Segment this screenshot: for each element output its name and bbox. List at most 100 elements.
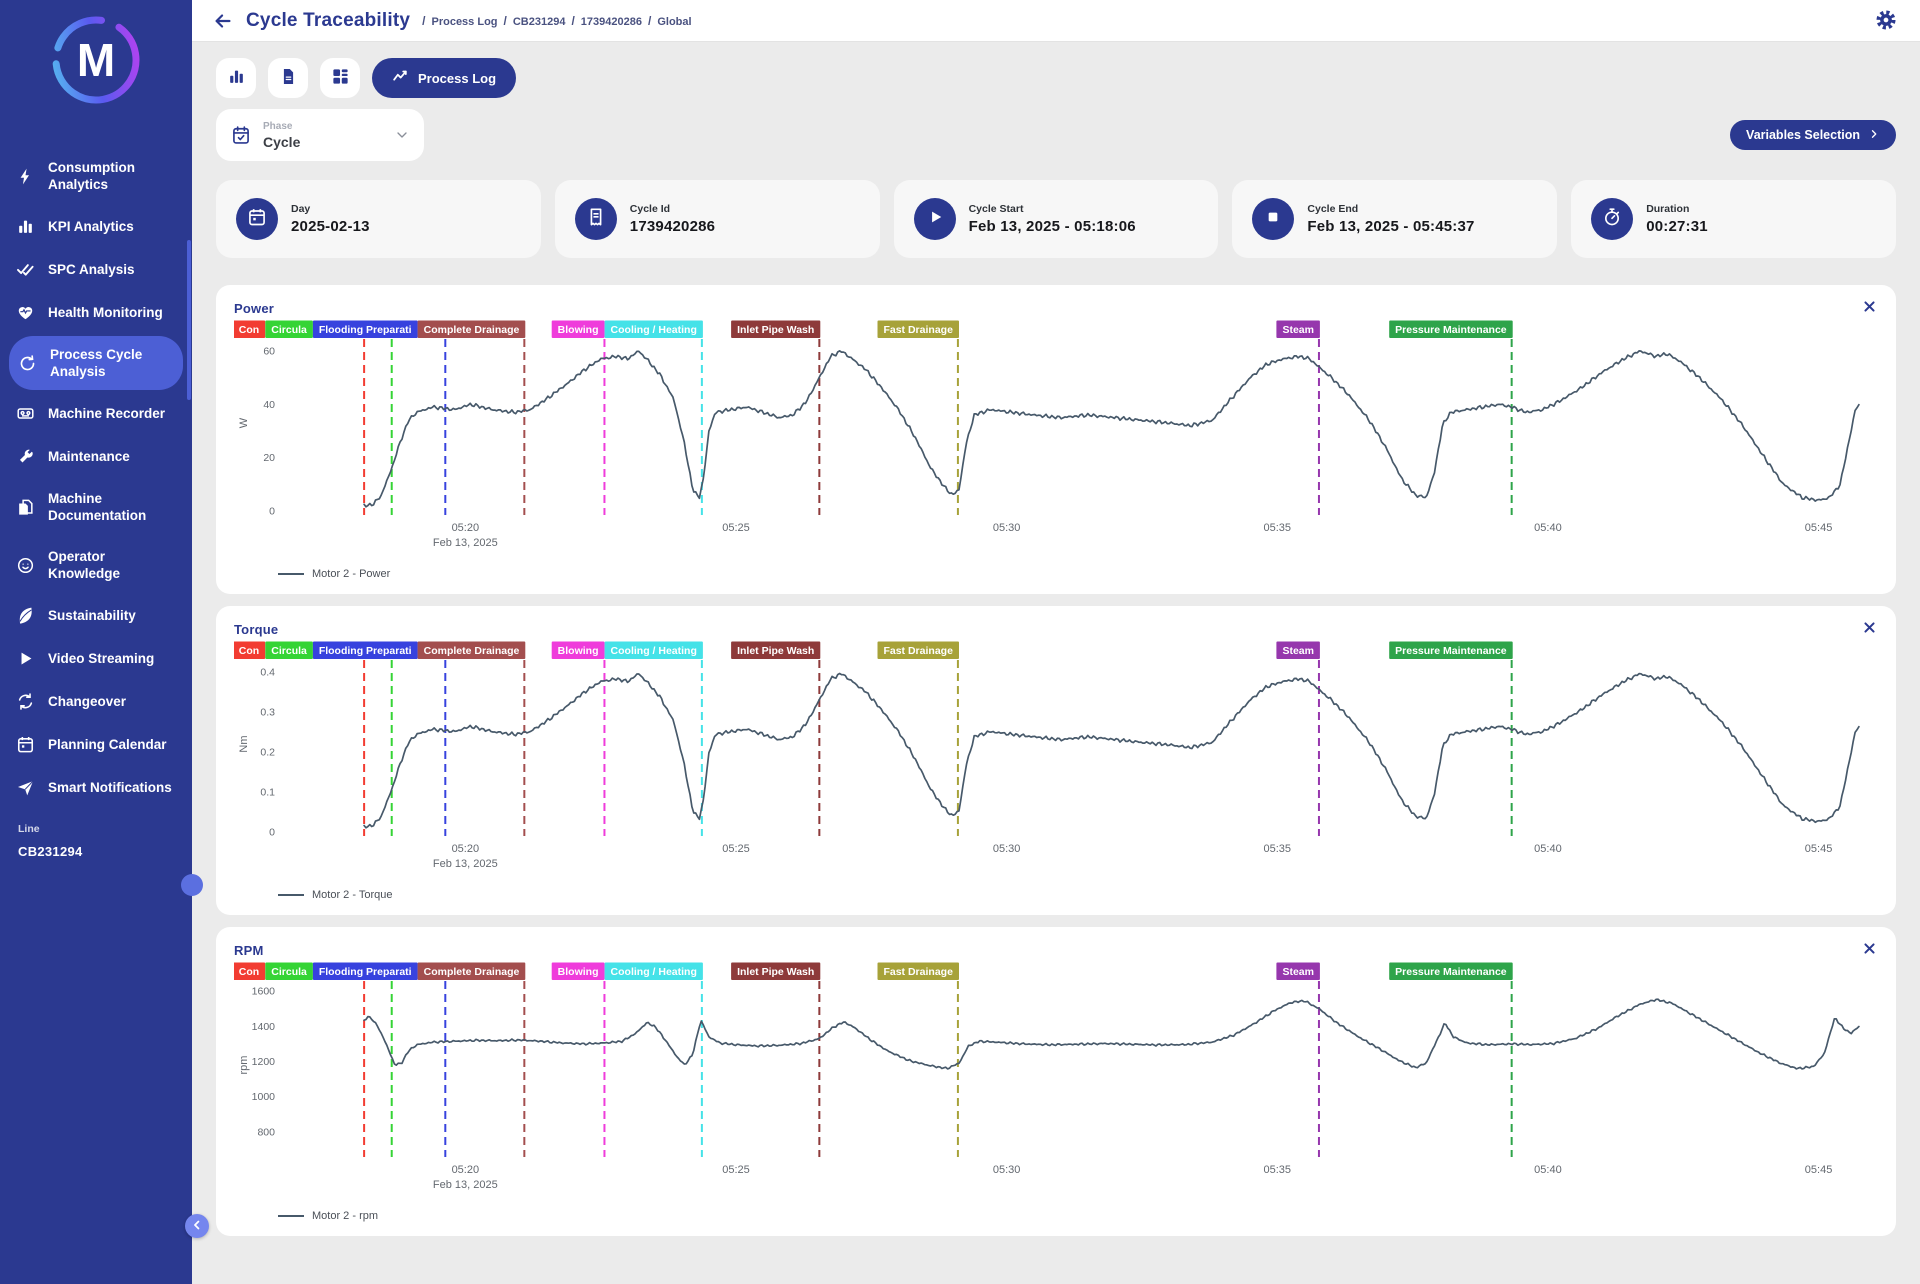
breadcrumb: / Process Log / CB231294 / 1739420286 / Global — [422, 14, 691, 28]
svg-text:Feb 13, 2025: Feb 13, 2025 — [433, 1179, 498, 1191]
calendar-icon — [16, 735, 35, 754]
sidebar-item-changeover[interactable]: Changeover — [0, 680, 192, 723]
svg-text:05:30: 05:30 — [993, 522, 1021, 534]
svg-text:Blowing: Blowing — [558, 966, 599, 978]
sidebar-item-label: Consumption Analytics — [48, 160, 135, 192]
sidebar-item-machine-documentation[interactable]: Machine Documentation — [0, 478, 192, 536]
variables-selection-button[interactable]: Variables Selection — [1730, 120, 1896, 150]
svg-text:Blowing: Blowing — [558, 324, 599, 336]
operator-icon — [16, 556, 35, 575]
chart-close-button[interactable] — [1860, 620, 1878, 638]
stop-badge — [1252, 198, 1295, 240]
grid-view-button[interactable] — [320, 58, 360, 98]
info-card-value: 00:27:31 — [1646, 218, 1708, 235]
svg-text:05:30: 05:30 — [993, 843, 1021, 855]
svg-text:Circula: Circula — [271, 324, 307, 336]
svg-text:05:45: 05:45 — [1805, 522, 1833, 534]
sidebar-item-video-streaming[interactable]: Video Streaming — [0, 637, 192, 680]
svg-text:Complete Drainage: Complete Drainage — [424, 966, 520, 978]
cycle-info-cards: Day 2025-02-13 Cycle Id 1739420286 Cycle Sta… — [216, 180, 1896, 258]
torque-chart-card: Torque 0 0.1 0.2 0.3 0.4 Nm 05:20 Feb 13, 2025 05… — [216, 606, 1896, 915]
chart-close-button[interactable] — [1860, 299, 1878, 317]
sidebar-item-planning-calendar[interactable]: Planning Calendar — [0, 723, 192, 766]
info-card-label: Cycle Start — [968, 203, 1024, 215]
svg-text:Cooling / Heating: Cooling / Heating — [611, 324, 697, 336]
svg-text:0: 0 — [269, 506, 275, 518]
svg-text:05:35: 05:35 — [1264, 522, 1292, 534]
svg-text:Cooling / Heating: Cooling / Heating — [611, 966, 697, 978]
breadcrumb-item[interactable]: Global — [657, 15, 692, 28]
sidebar-item-smart-notifications[interactable]: Smart Notifications — [0, 766, 192, 809]
chevron-down-icon — [394, 127, 410, 143]
sidebar-item-label: Changeover — [48, 694, 127, 709]
line-value: CB231294 — [18, 844, 83, 859]
sidebar-collapse-handle[interactable] — [181, 874, 203, 896]
chart-legend[interactable]: Motor 2 - rpm — [234, 1204, 1878, 1228]
svg-text:1000: 1000 — [252, 1091, 276, 1103]
sidebar-item-process-cycle-analysis[interactable]: Process Cycle Analysis — [9, 336, 183, 390]
info-card-cycle-id: Cycle Id 1739420286 — [554, 180, 880, 258]
sidebar-item-kpi-analytics[interactable]: KPI Analytics — [0, 205, 192, 248]
sidebar-item-machine-recorder[interactable]: Machine Recorder — [0, 392, 192, 435]
info-card-duration: Duration 00:27:31 — [1571, 180, 1896, 258]
sidebar-collapse-button[interactable] — [185, 1214, 209, 1238]
sidebar-item-spc-analysis[interactable]: SPC Analysis — [0, 248, 192, 291]
file-view-button[interactable] — [268, 58, 308, 98]
rpm-chart-plot[interactable]: 800 1000 1200 1400 1600 rpm 05:20 Feb 13, 2025 0… — [232, 961, 1878, 1199]
settings-gear-button[interactable] — [1874, 9, 1898, 33]
info-card-value: 1739420286 — [629, 218, 716, 235]
sidebar-item-label: Smart Notifications — [48, 780, 172, 795]
breadcrumb-item[interactable]: 1739420286 — [580, 15, 642, 28]
svg-text:Pressure Maintenance: Pressure Maintenance — [1395, 324, 1507, 336]
svg-text:0: 0 — [269, 827, 275, 839]
svg-text:05:40: 05:40 — [1534, 1164, 1562, 1176]
back-button[interactable] — [212, 10, 234, 32]
sidebar-item-maintenance[interactable]: Maintenance — [0, 435, 192, 478]
power-chart-plot[interactable]: 0 20 40 60 W 05:20 Feb 13, 2025 05:25 05:30 05:35… — [232, 319, 1878, 557]
svg-text:05:45: 05:45 — [1805, 843, 1833, 855]
chart-legend[interactable]: Motor 2 - Torque — [234, 883, 1878, 907]
svg-text:60: 60 — [263, 346, 275, 358]
sidebar-scrollbar[interactable] — [187, 240, 191, 400]
logo-ring-icon — [52, 16, 140, 104]
svg-text:0.1: 0.1 — [260, 787, 275, 799]
svg-text:Complete Drainage: Complete Drainage — [424, 324, 520, 336]
sidebar-item-label: Machine Documentation — [48, 491, 147, 523]
sidebar-item-sustainability[interactable]: Sustainability — [0, 594, 192, 637]
svg-text:1200: 1200 — [252, 1056, 276, 1068]
cassette-icon — [16, 404, 35, 423]
sidebar-item-label: Machine Recorder — [48, 406, 166, 421]
svg-text:Complete Drainage: Complete Drainage — [424, 645, 520, 657]
sidebar-item-health-monitoring[interactable]: Health Monitoring — [0, 291, 192, 334]
breadcrumb-item[interactable]: CB231294 — [512, 15, 566, 28]
info-card-label: Cycle Id — [629, 203, 671, 215]
sidebar-item-label: KPI Analytics — [48, 219, 134, 234]
breadcrumb-item[interactable]: Process Log — [431, 15, 498, 28]
close-icon — [1862, 943, 1877, 959]
trend-icon — [392, 68, 409, 88]
chart-close-button[interactable] — [1860, 941, 1878, 959]
phase-select-value: Cycle — [263, 133, 301, 150]
svg-text:Fast Drainage: Fast Drainage — [883, 645, 953, 657]
svg-text:800: 800 — [257, 1126, 275, 1138]
sidebar-item-operator-knowledge[interactable]: Operator Knowledge — [0, 536, 192, 594]
sidebar-item-consumption-analytics[interactable]: Consumption Analytics — [0, 147, 192, 205]
main-area: Cycle Traceability / Process Log / CB231294… — [192, 0, 1920, 1284]
rpm-chart-card: RPM 800 1000 1200 1400 1600 rpm 05:20 Feb 13, 20… — [216, 927, 1896, 1236]
play-icon — [16, 649, 35, 668]
svg-text:Pressure Maintenance: Pressure Maintenance — [1395, 966, 1507, 978]
power-chart-card: Power 0 20 40 60 W 05:20 Feb 13, 2025 05:25 05:30… — [216, 285, 1896, 594]
process-log-tab[interactable]: Process Log — [372, 58, 517, 98]
legend-label: Motor 2 - rpm — [312, 1210, 379, 1222]
chart-legend[interactable]: Motor 2 - Power — [234, 562, 1878, 586]
bar-chart-view-button[interactable] — [216, 58, 256, 98]
svg-text:40: 40 — [263, 399, 275, 411]
torque-chart-plot[interactable]: 0 0.1 0.2 0.3 0.4 Nm 05:20 Feb 13, 2025 05:25 05:… — [232, 640, 1878, 878]
info-card-label: Day — [291, 203, 311, 215]
phase-select[interactable]: Phase Cycle — [216, 109, 424, 161]
svg-text:05:25: 05:25 — [722, 843, 750, 855]
svg-text:05:20: 05:20 — [452, 843, 480, 855]
content: Process Log Phase Cycle — [192, 42, 1920, 1248]
info-card-cycle-end: Cycle End Feb 13, 2025 - 05:45:37 — [1232, 180, 1558, 258]
